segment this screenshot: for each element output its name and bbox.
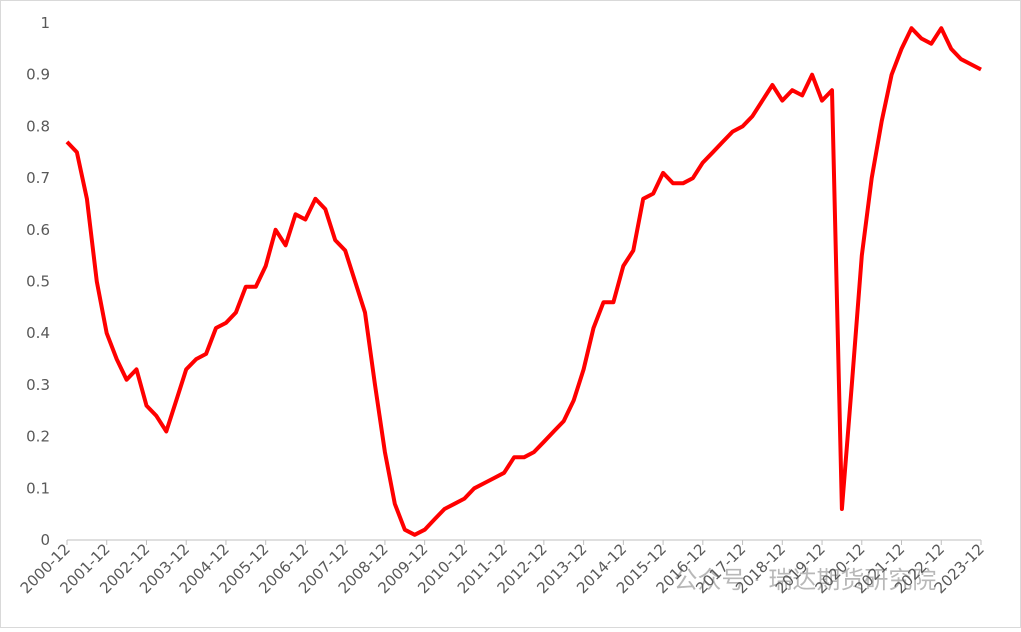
y-tick-label: 0 [40, 531, 50, 549]
y-tick-label: 0.2 [26, 428, 50, 446]
y-tick-label: 0.3 [26, 376, 50, 394]
y-tick-label: 0.7 [26, 169, 50, 187]
watermark: 公众号 · 瑞达期货研究院 [674, 566, 937, 594]
y-tick-label: 0.6 [26, 221, 50, 239]
y-tick-label: 1 [40, 14, 50, 32]
data-line [65, 26, 982, 537]
y-tick-label: 0.8 [26, 117, 50, 135]
y-tick-label: 0.9 [26, 66, 50, 84]
y-tick-label: 0.4 [26, 324, 50, 342]
y-tick-label: 0.5 [26, 273, 50, 291]
y-tick-label: 0.1 [26, 479, 50, 497]
